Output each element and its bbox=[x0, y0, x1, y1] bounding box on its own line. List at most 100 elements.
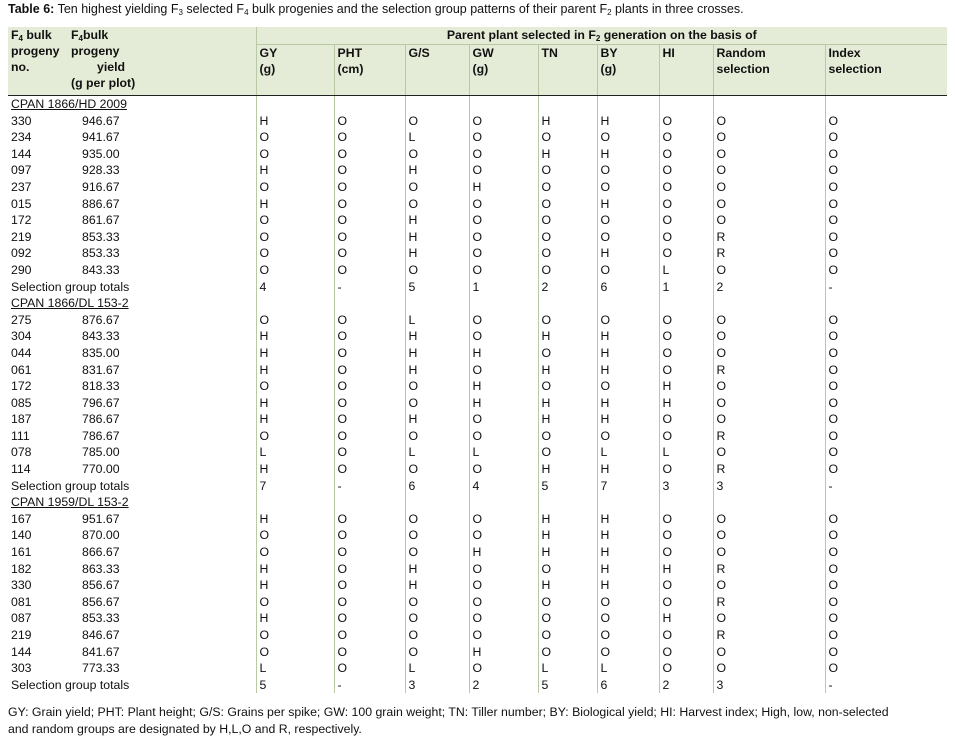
group-cell: O bbox=[333, 162, 405, 179]
group-cell: O bbox=[596, 610, 659, 627]
yield-cell: 770.00 bbox=[82, 462, 120, 477]
group-cell: H bbox=[468, 344, 538, 362]
progeny-no-cell: 144 bbox=[11, 146, 32, 161]
group-cell: O bbox=[255, 627, 334, 644]
group-cell: O bbox=[537, 444, 597, 462]
group-cell: O bbox=[255, 145, 334, 163]
group-cell: R bbox=[712, 560, 825, 578]
group-cell: O bbox=[468, 228, 538, 246]
progeny-no-cell: 161 bbox=[11, 545, 32, 560]
group-cell: O bbox=[255, 527, 334, 545]
yield-cell: 818.33 bbox=[82, 379, 120, 394]
group-cell: O bbox=[712, 378, 825, 395]
group-cell: O bbox=[712, 610, 825, 627]
group-cell: O bbox=[333, 411, 405, 428]
yield-cell: 861.67 bbox=[82, 213, 120, 228]
total-cell: 3 bbox=[658, 477, 713, 495]
progeny-no-cell: 172 bbox=[11, 213, 32, 228]
group-cell: O bbox=[468, 593, 538, 611]
group-cell: H bbox=[537, 544, 597, 561]
group-cell: L bbox=[404, 311, 469, 329]
group-cell: O bbox=[468, 577, 538, 594]
group-cell: O bbox=[255, 129, 334, 146]
group-cell: O bbox=[658, 411, 713, 428]
group-cell: O bbox=[658, 178, 713, 196]
table-row: 219 846.67 O O O O O O O R O bbox=[8, 627, 948, 644]
group-cell: O bbox=[658, 228, 713, 246]
progeny-no-cell: 081 bbox=[11, 594, 32, 609]
group-cell: O bbox=[468, 195, 538, 213]
total-cell: 3 bbox=[404, 676, 469, 694]
total-cell: 1 bbox=[468, 278, 538, 296]
group-cell: H bbox=[596, 544, 659, 561]
group-cell: O bbox=[712, 394, 825, 412]
group-cell: H bbox=[537, 394, 597, 412]
group-cell: H bbox=[596, 328, 659, 345]
data-table: F4 bulk progeny no. F4bulk progeny yield… bbox=[8, 27, 948, 694]
group-cell: O bbox=[468, 245, 538, 262]
group-cell: O bbox=[824, 560, 948, 578]
total-cell: - bbox=[824, 676, 948, 694]
progeny-no-cell: 219 bbox=[11, 628, 32, 642]
group-cell: H bbox=[255, 577, 334, 594]
group-cell: H bbox=[404, 577, 469, 594]
group-cell: O bbox=[468, 627, 538, 644]
group-cell: O bbox=[255, 427, 334, 445]
group-cell: H bbox=[658, 394, 713, 412]
group-cell: H bbox=[537, 145, 597, 163]
group-cell: O bbox=[255, 212, 334, 229]
group-cell: O bbox=[333, 129, 405, 146]
table-row: 144 935.00 O O O O H H O O O bbox=[8, 145, 948, 163]
group-cell: H bbox=[404, 212, 469, 229]
group-cell: O bbox=[333, 394, 405, 412]
group-cell: H bbox=[255, 328, 334, 345]
group-cell: O bbox=[712, 411, 825, 428]
group-cell: O bbox=[468, 328, 538, 345]
group-cell: O bbox=[333, 344, 405, 362]
group-cell: H bbox=[404, 361, 469, 379]
group-cell: O bbox=[468, 461, 538, 478]
group-cell: O bbox=[333, 627, 405, 644]
table-row: 290 843.33 O O O O O O L O O bbox=[8, 261, 948, 279]
table-row: 172 818.33 O O O H O O H O O bbox=[8, 378, 948, 395]
group-cell: O bbox=[712, 178, 825, 196]
group-cell: O bbox=[404, 544, 469, 561]
group-cell: O bbox=[712, 145, 825, 163]
table-row: 140 870.00 O O O O H H O O O bbox=[8, 527, 948, 545]
table-row: 330 946.67 H O O O H H O O O bbox=[8, 112, 948, 130]
group-cell: H bbox=[596, 195, 659, 213]
group-cell: O bbox=[333, 112, 405, 130]
progeny-no-cell: 114 bbox=[11, 462, 31, 477]
group-cell: O bbox=[596, 311, 659, 329]
total-cell: - bbox=[824, 477, 948, 495]
totals-label: Selection group totals bbox=[11, 677, 130, 692]
group-cell: H bbox=[404, 560, 469, 578]
total-cell: 6 bbox=[596, 278, 659, 296]
group-cell: O bbox=[824, 610, 948, 627]
header-col-index: Index selection bbox=[824, 44, 948, 96]
progeny-no-cell: 085 bbox=[11, 395, 32, 410]
group-cell: O bbox=[658, 328, 713, 345]
group-cell: O bbox=[537, 195, 597, 213]
total-cell: 1 bbox=[658, 278, 713, 296]
header-col-tn: TN bbox=[537, 44, 597, 96]
total-cell: 7 bbox=[255, 477, 334, 495]
group-cell: O bbox=[404, 593, 469, 611]
group-cell: O bbox=[824, 228, 948, 246]
group-cell: O bbox=[658, 461, 713, 478]
group-cell: O bbox=[712, 577, 825, 594]
group-cell: H bbox=[658, 610, 713, 627]
group-cell: H bbox=[537, 411, 597, 428]
group-cell: O bbox=[255, 643, 334, 661]
group-cell: O bbox=[596, 129, 659, 146]
group-cell: O bbox=[537, 129, 597, 146]
group-cell: O bbox=[596, 627, 659, 644]
group-cell: O bbox=[824, 178, 948, 196]
group-cell: O bbox=[333, 311, 405, 329]
total-cell: 2 bbox=[468, 676, 538, 694]
group-cell: H bbox=[468, 394, 538, 412]
group-cell: O bbox=[824, 593, 948, 611]
group-cell: O bbox=[712, 510, 825, 528]
total-cell: 2 bbox=[712, 278, 825, 296]
progeny-no-cell: 167 bbox=[11, 511, 32, 526]
